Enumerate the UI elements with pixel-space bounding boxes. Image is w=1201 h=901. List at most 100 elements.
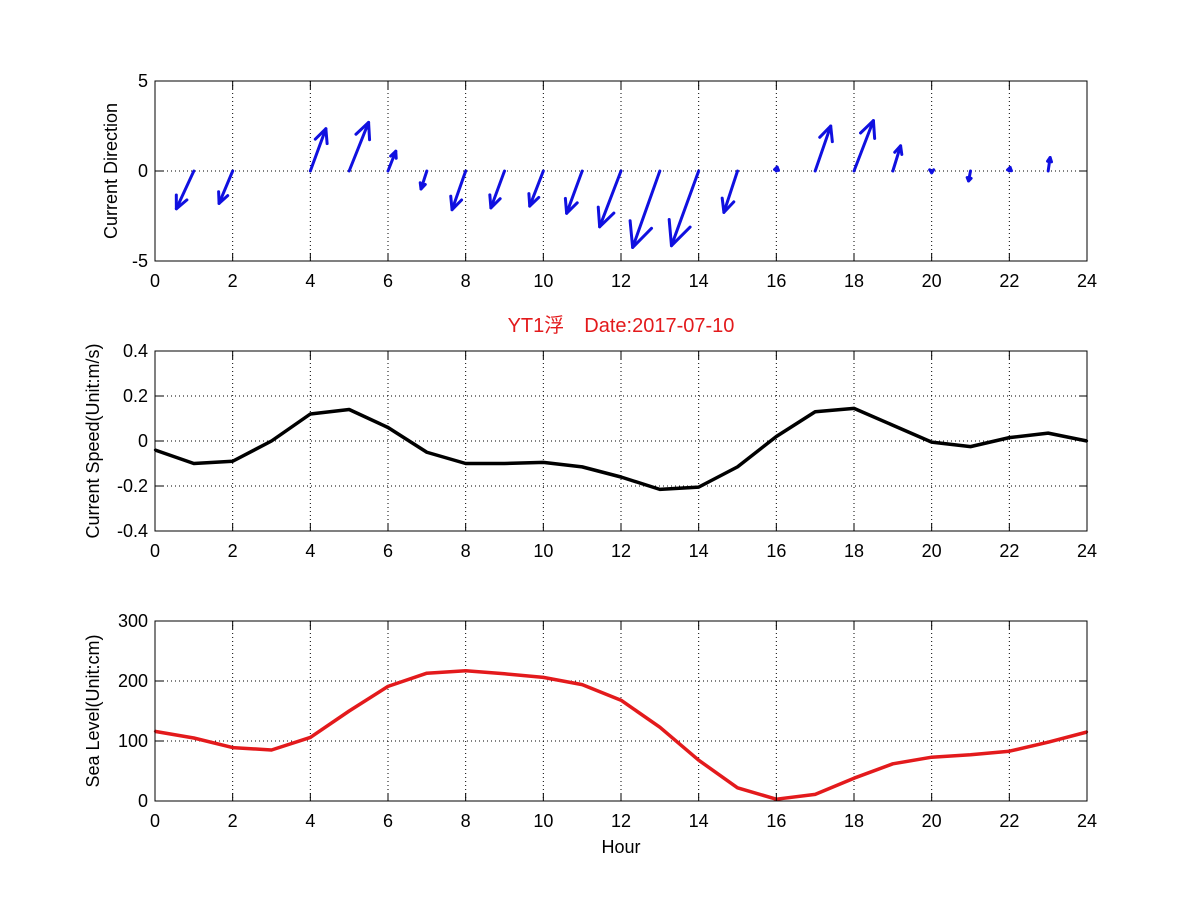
direction-arrow-head	[965, 176, 973, 183]
y-tick-label: 300	[118, 611, 148, 631]
sealevel-data-point	[891, 762, 895, 765]
y-tick-label: 0	[138, 431, 148, 451]
direction-arrow-shaft	[308, 127, 328, 173]
speed-data-point	[658, 488, 662, 491]
x-tick-label: 14	[689, 271, 709, 291]
sealevel-y-axis-label: Sea Level(Unit:cm)	[83, 634, 103, 787]
x-tick-label: 16	[766, 811, 786, 831]
sealevel-data-point	[192, 736, 196, 740]
speed-data-point	[309, 412, 312, 416]
speed-data-point	[969, 445, 972, 448]
y-tick-label: 200	[118, 671, 148, 691]
direction-arrow-head	[389, 149, 398, 160]
direction-arrow-head	[1006, 165, 1013, 173]
x-tick-label: 0	[150, 271, 160, 291]
direction-arrow-shaft	[450, 169, 468, 212]
sealevel-data-point	[1008, 750, 1011, 753]
speed-data-point	[231, 460, 234, 463]
speed-data-point	[347, 408, 351, 411]
x-tick-label: 14	[689, 541, 709, 561]
figure-title: YT1浮 Date:2017-07-10	[508, 314, 735, 337]
direction-arrow-shaft	[813, 124, 833, 173]
y-tick-label: 0.4	[123, 341, 148, 361]
x-tick-label: 24	[1077, 541, 1097, 561]
direction-arrow-head	[563, 196, 579, 215]
x-tick-label: 24	[1077, 271, 1097, 291]
direction-arrow-head	[418, 181, 427, 191]
direction-arrow-head	[449, 194, 464, 212]
y-tick-label: -0.2	[117, 476, 148, 496]
direction-arrow-shaft	[852, 119, 875, 173]
x-tick-label: 10	[533, 811, 553, 831]
speed-data-point	[1046, 431, 1050, 435]
direction-arrow-head	[354, 120, 372, 142]
direction-arrow-shaft	[891, 144, 903, 173]
x-tick-label: 8	[461, 811, 471, 831]
x-tick-label: 18	[844, 271, 864, 291]
speed-data-point	[619, 475, 623, 479]
x-tick-label: 24	[1077, 811, 1097, 831]
sealevel-data-point	[658, 726, 662, 729]
x-tick-label: 2	[228, 271, 238, 291]
x-tick-label: 12	[611, 541, 631, 561]
y-tick-label: -0.4	[117, 521, 148, 541]
direction-arrow-head	[667, 217, 692, 248]
direction-arrow-head	[217, 190, 230, 205]
sealevel-data-point	[580, 683, 584, 686]
direction-arrow-head	[313, 127, 329, 146]
sealevel-data-point	[930, 756, 933, 759]
y-tick-label: 5	[138, 71, 148, 91]
direction-arrow-shaft	[669, 169, 701, 248]
y-tick-label: 0	[138, 161, 148, 181]
speed-panel: 0 2 4 6 8 10 12 14 16 18 20 22 24-0.4-0.200.20.4Curr…	[83, 341, 1097, 561]
direction-arrow-head	[488, 193, 502, 210]
sealevel-data-point	[852, 777, 856, 780]
direction-arrow-head	[1046, 156, 1054, 164]
speed-data-point	[697, 485, 700, 489]
speed-data-point	[580, 465, 584, 469]
x-tick-label: 6	[383, 271, 393, 291]
x-tick-label: 4	[305, 271, 315, 291]
sealevel-data-point	[503, 672, 506, 675]
x-tick-label: 6	[383, 811, 393, 831]
x-tick-label: 0	[150, 541, 160, 561]
x-tick-label: 8	[461, 271, 471, 291]
x-tick-label: 2	[228, 811, 238, 831]
x-tick-label: 18	[844, 811, 864, 831]
x-tick-label: 0	[150, 811, 160, 831]
sealevel-data-point	[736, 786, 739, 789]
x-tick-label: 4	[305, 811, 315, 831]
x-tick-label: 22	[999, 271, 1019, 291]
sealevel-data-point	[464, 669, 467, 672]
direction-arrow-head	[773, 165, 780, 172]
sealevel-data-point	[231, 746, 234, 749]
x-tick-label: 16	[766, 271, 786, 291]
speed-data-point	[736, 465, 739, 469]
sealevel-data-point	[542, 676, 545, 679]
x-tick-label: 18	[844, 541, 864, 561]
sealevel-x-axis-label: Hour	[601, 837, 640, 857]
x-tick-label: 20	[922, 541, 942, 561]
direction-arrow-head	[174, 193, 189, 211]
y-tick-label: -5	[132, 251, 148, 271]
y-tick-label: 100	[118, 731, 148, 751]
speed-data-point	[813, 410, 817, 413]
x-tick-label: 22	[999, 541, 1019, 561]
sealevel-data-point	[270, 748, 273, 752]
direction-arrow-shaft	[565, 169, 584, 215]
sealevel-data-point	[425, 672, 429, 675]
y-tick-label: 0.2	[123, 386, 148, 406]
direction-y-axis-label: Current Direction	[101, 103, 121, 239]
direction-arrow-shaft	[217, 169, 235, 205]
sealevel-data-point	[386, 685, 390, 688]
speed-data-point	[464, 462, 467, 465]
sealevel-data-point	[969, 753, 972, 756]
direction-arrow-head	[928, 168, 936, 175]
speed-data-point	[542, 461, 545, 464]
speed-data-point	[425, 451, 429, 454]
direction-arrow-shaft	[722, 169, 739, 214]
